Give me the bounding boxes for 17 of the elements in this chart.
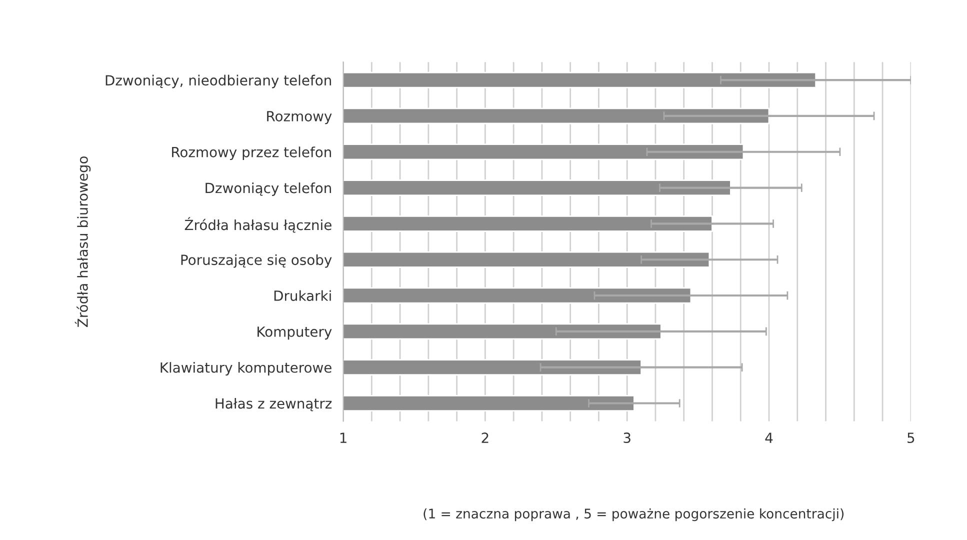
y-tick-label: Hałas z zewnątrz bbox=[216, 398, 332, 412]
y-tick-label: Rozmowy przez telefon bbox=[172, 146, 331, 160]
y-tick-label: Komputery bbox=[258, 326, 332, 340]
y-tick-label: Rozmowy bbox=[267, 111, 332, 124]
y-tick-label: Źródła hałasu łącznie bbox=[184, 217, 332, 233]
x-tick-label: 2 bbox=[482, 432, 488, 443]
x-tick-label: 5 bbox=[908, 432, 914, 444]
y-tick-label: Klawiatury komputerowe bbox=[160, 362, 332, 376]
text: (1 = znaczna poprawa , 5 = poważne pogorszenie koncentracji) bbox=[424, 508, 844, 522]
y-tick-label: Drukarki bbox=[274, 290, 331, 301]
x-tick-label: 1 bbox=[340, 432, 346, 443]
y-tick-label: Dzwoniący telefon bbox=[206, 182, 331, 196]
y-tick-label: Poruszające się osoby bbox=[181, 254, 332, 268]
x-tick-label: 4 bbox=[765, 432, 773, 443]
x-tick-label: 3 bbox=[624, 432, 630, 444]
y-axis-title: Źródła hałasu biurowego bbox=[74, 156, 91, 327]
y-tick-label: Dzwoniący, nieodbierany telefon bbox=[106, 74, 331, 88]
